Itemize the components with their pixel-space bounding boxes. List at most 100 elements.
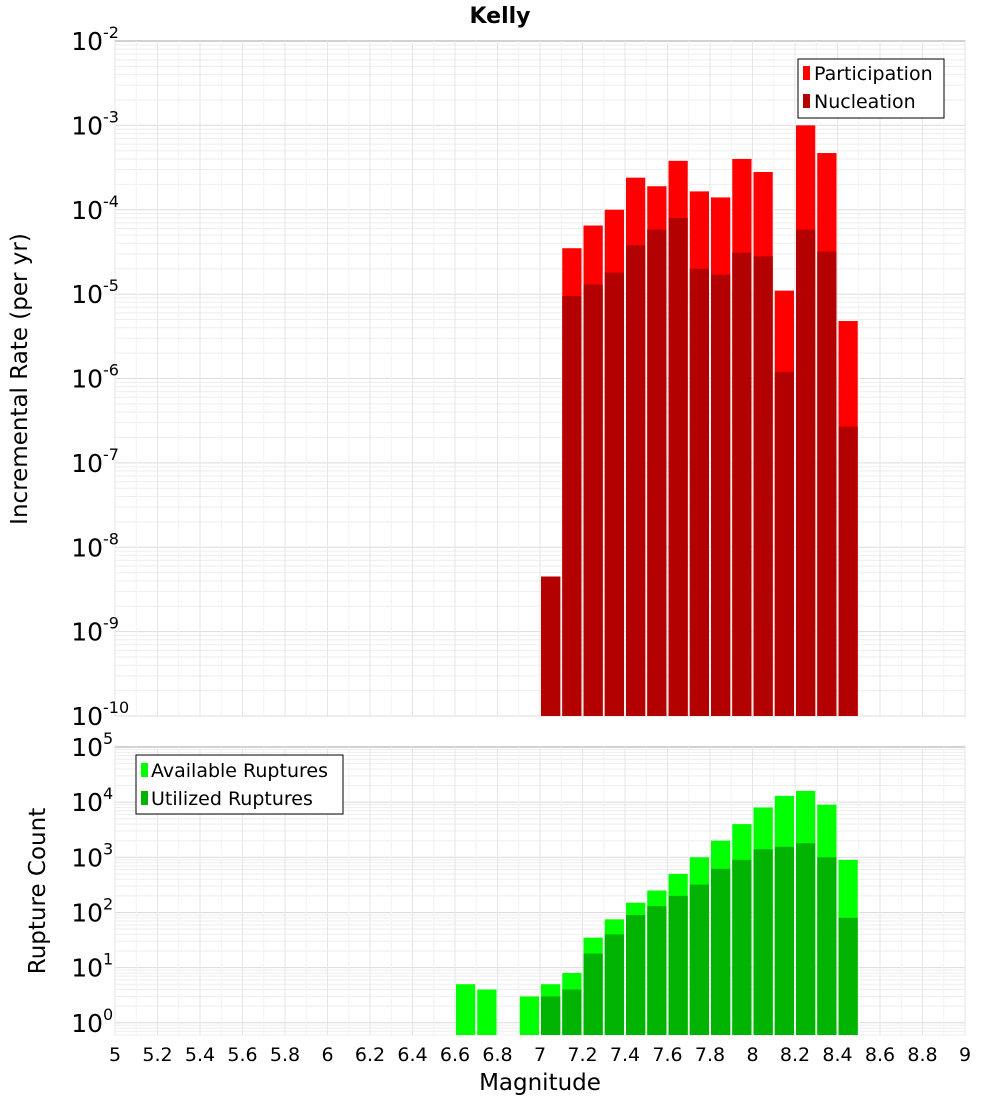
- y-tick-label-base: 10: [71, 196, 103, 225]
- rate-bar-secondary: [753, 256, 773, 716]
- rate-bar-secondary: [668, 217, 688, 716]
- legend-available-swatch: [141, 763, 148, 777]
- x-tick-label: 7.6: [652, 1044, 682, 1066]
- y-tick-label-base: 10: [71, 533, 103, 562]
- y-tick-label-base: 10: [71, 27, 103, 56]
- top-y-axis-label: Incremental Rate (per yr): [7, 233, 33, 525]
- count-bar-secondary: [562, 989, 582, 1035]
- y-tick-label-base: 10: [71, 843, 103, 872]
- top-plot-bars: [541, 125, 858, 717]
- top-legend: Participation Nucleation: [797, 58, 945, 119]
- legend-nucleation-swatch: [803, 94, 810, 108]
- y-tick-label-base: 10: [71, 733, 103, 762]
- x-tick-label: 8.4: [822, 1044, 852, 1066]
- count-bar-primary: [456, 984, 476, 1035]
- x-tick-label: 9: [959, 1044, 971, 1066]
- x-tick-label: 8.2: [780, 1044, 810, 1066]
- y-tick-label-base: 10: [71, 449, 103, 478]
- count-bar-secondary: [541, 996, 561, 1035]
- y-tick-label-base: 10: [71, 280, 103, 309]
- y-tick-label-base: 10: [71, 111, 103, 140]
- count-bar-secondary: [689, 884, 709, 1035]
- legend-utilized-label: Utilized Ruptures: [151, 788, 313, 810]
- y-tick-label-exponent: -2: [103, 23, 119, 42]
- y-tick-label-exponent: -6: [103, 361, 119, 380]
- x-tick-label: 8.8: [907, 1044, 937, 1066]
- legend-utilized-swatch: [141, 791, 148, 805]
- count-bar-secondary: [774, 846, 794, 1035]
- y-tick-label-base: 10: [71, 1009, 103, 1038]
- bottom-legend-box: [135, 754, 344, 815]
- bottom-plot-bars: [456, 790, 858, 1035]
- count-bar-secondary: [732, 859, 752, 1035]
- y-tick-label-base: 10: [71, 618, 103, 647]
- x-tick-label: 6: [321, 1044, 333, 1066]
- y-tick-label-exponent: 2: [103, 894, 113, 913]
- x-tick-label: 5: [109, 1044, 121, 1066]
- y-tick-label-exponent: 3: [103, 839, 113, 858]
- rate-bar-secondary: [838, 426, 858, 716]
- count-bar-secondary: [668, 895, 688, 1035]
- y-tick-label-base: 10: [71, 898, 103, 927]
- count-bar-secondary: [626, 914, 646, 1035]
- x-tick-label: 6.8: [482, 1044, 512, 1066]
- legend-nucleation-label: Nucleation: [814, 91, 916, 113]
- y-tick-label-exponent: -7: [103, 445, 119, 464]
- rate-bar-secondary: [583, 284, 603, 716]
- x-tick-label: 8.6: [865, 1044, 895, 1066]
- x-axis-label: Magnitude: [479, 1070, 601, 1096]
- y-tick-label-base: 10: [71, 954, 103, 983]
- rate-bar-secondary: [774, 371, 794, 716]
- rate-bar-secondary: [796, 229, 816, 717]
- y-tick-label-exponent: 4: [103, 784, 113, 803]
- top-plot-gridlines: [114, 41, 966, 717]
- legend-participation-swatch: [803, 66, 810, 80]
- x-tick-label: 7.8: [695, 1044, 725, 1066]
- chart-title: Kelly: [469, 4, 530, 29]
- rate-bar-secondary: [626, 245, 646, 717]
- y-tick-label-exponent: -5: [103, 276, 119, 295]
- x-tick-label: 8: [746, 1044, 758, 1066]
- x-tick-label: 7: [534, 1044, 546, 1066]
- bottom-legend: Available Ruptures Utilized Ruptures: [135, 754, 344, 815]
- rate-bar-secondary: [732, 252, 752, 716]
- count-bar-secondary: [796, 843, 816, 1035]
- rate-bar-secondary: [817, 251, 837, 716]
- top-legend-box: [797, 58, 945, 119]
- y-tick-label-base: 10: [71, 365, 103, 394]
- count-bar-secondary: [753, 849, 773, 1035]
- y-tick-label-exponent: 1: [103, 950, 113, 969]
- y-tick-label-exponent: 0: [103, 1005, 113, 1024]
- count-bar-primary: [477, 989, 497, 1035]
- x-tick-label: 5.6: [227, 1044, 257, 1066]
- rate-bar-secondary: [604, 272, 624, 716]
- y-tick-label-base: 10: [71, 788, 103, 817]
- x-tick-label: 5.2: [142, 1044, 172, 1066]
- rate-bar-secondary: [711, 274, 731, 716]
- legend-participation-label: Participation: [814, 63, 933, 85]
- y-tick-label-exponent: -10: [103, 698, 129, 717]
- rate-bar-secondary: [689, 268, 709, 716]
- rate-bar-secondary: [562, 296, 582, 716]
- x-tick-label: 7.4: [610, 1044, 640, 1066]
- legend-available-label: Available Ruptures: [151, 760, 328, 782]
- y-tick-label-exponent: -8: [103, 529, 119, 548]
- y-tick-label-exponent: 5: [103, 729, 113, 748]
- count-bar-secondary: [583, 953, 603, 1035]
- x-tick-label: 6.6: [440, 1044, 470, 1066]
- count-bar-secondary: [838, 917, 858, 1035]
- x-tick-label: 5.4: [185, 1044, 215, 1066]
- y-tick-label-exponent: -4: [103, 192, 119, 211]
- x-axis-ticks: 5 5.2 5.4 5.6 5.8 6 6.2 6.4 6.6 6.8 7 7.2 7.4 7.6 7.8 8…: [109, 1044, 971, 1066]
- count-bar-secondary: [711, 868, 731, 1035]
- rate-bar-secondary: [541, 576, 561, 716]
- bottom-y-axis-label: Rupture Count: [25, 808, 51, 974]
- x-tick-label: 6.4: [397, 1044, 427, 1066]
- count-bar-secondary: [817, 857, 837, 1035]
- y-tick-label-base: 10: [71, 702, 103, 731]
